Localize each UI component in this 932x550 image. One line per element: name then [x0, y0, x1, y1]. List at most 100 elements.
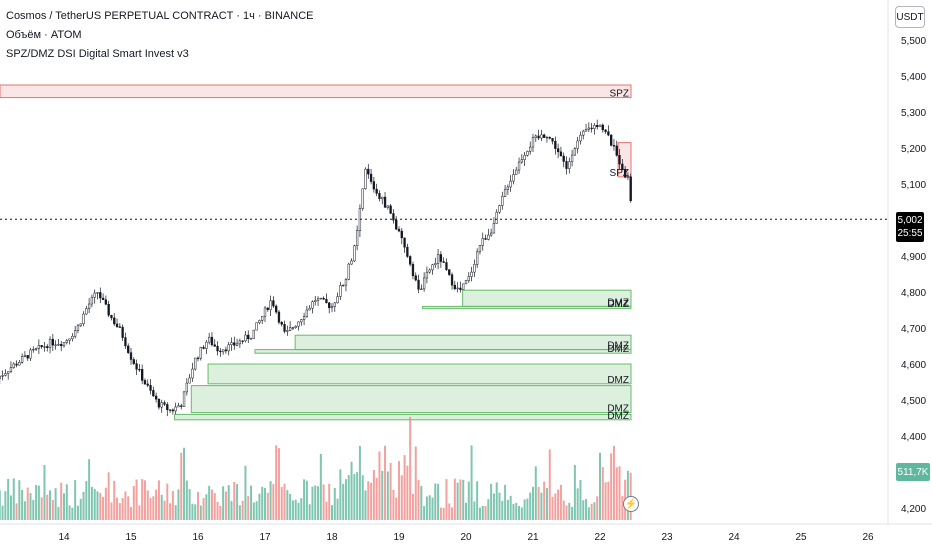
candle-body — [543, 134, 546, 138]
candle-body — [113, 317, 116, 325]
dmz-zone[interactable] — [294, 334, 632, 351]
candle-body — [216, 346, 219, 352]
dmz-zone[interactable] — [462, 289, 632, 307]
volume-bar — [501, 500, 504, 520]
candle-body — [266, 307, 269, 310]
dmz-zone-label: DMZ — [607, 344, 629, 355]
volume-bar — [610, 453, 613, 520]
volume-bar — [277, 448, 280, 520]
volume-bar — [163, 500, 166, 520]
volume-bar — [442, 507, 445, 520]
candle-body — [417, 279, 420, 290]
volume-bar — [289, 493, 292, 520]
candle-body — [20, 356, 24, 363]
volume-bar — [439, 507, 442, 520]
volume-bar — [414, 446, 417, 520]
candle-body — [411, 264, 415, 276]
candle-body — [601, 124, 604, 131]
candle-body — [252, 329, 255, 339]
candle-body — [333, 302, 336, 307]
volume-bar — [612, 445, 615, 520]
dmz-zone[interactable] — [421, 305, 632, 309]
volume-bar — [364, 490, 367, 520]
last-price-value: 5,002 — [897, 215, 923, 226]
candle-body — [1, 375, 4, 377]
volume-bar — [381, 470, 384, 520]
volume-bar — [9, 495, 12, 520]
volume-bar — [185, 480, 188, 520]
lightning-icon[interactable]: ⚡ — [623, 496, 639, 512]
volume-bar — [599, 452, 601, 520]
volume-bar — [222, 486, 225, 520]
candle-body — [540, 134, 543, 139]
candle-body — [409, 256, 412, 265]
candle-body — [487, 234, 490, 240]
volume-bars — [0, 416, 632, 520]
volume-bar — [280, 486, 283, 520]
candle-body — [495, 211, 498, 224]
symbol-title[interactable]: Cosmos / TetherUS PERPETUAL CONTRACT · 1… — [6, 10, 314, 22]
volume-bar — [124, 491, 127, 520]
volume-bar — [171, 490, 174, 520]
volume-bar — [57, 506, 60, 520]
candle-body — [319, 297, 322, 300]
dmz-zone[interactable] — [174, 413, 632, 421]
volume-bar — [264, 488, 266, 520]
volume-bar — [135, 479, 138, 520]
time-tick-label: 22 — [594, 532, 606, 543]
volume-bar — [79, 498, 82, 520]
candle-body — [467, 276, 470, 281]
candle-body — [515, 169, 518, 175]
volume-bar — [146, 490, 149, 520]
spz-dmz-indicator-title[interactable]: SPZ/DMZ DSI Digital Smart Invest v3 — [6, 48, 189, 60]
candle-body — [241, 340, 244, 342]
dmz-zone[interactable] — [190, 385, 632, 414]
candle-body — [54, 344, 57, 346]
candle-body — [473, 264, 476, 273]
candle-body — [191, 368, 194, 379]
candle-body — [294, 325, 297, 328]
volume-bar — [160, 494, 163, 520]
volume-bar — [520, 507, 523, 520]
dmz-zone[interactable] — [207, 363, 632, 385]
volume-indicator-title[interactable]: Объём · ATOM — [6, 29, 82, 41]
candle-body — [68, 338, 71, 341]
candle-body — [48, 338, 52, 348]
volume-bar — [342, 483, 345, 520]
time-axis[interactable]: 14 15 16 17 18 19 20 21 22 23 24 25 26 — [58, 532, 874, 543]
candle-body — [369, 173, 373, 182]
price-tick-label: 5,400 — [901, 72, 926, 83]
candle-body — [255, 322, 258, 331]
currency-button[interactable]: USDT — [895, 6, 925, 28]
candle-body — [277, 311, 281, 323]
volume-bar — [534, 466, 537, 520]
candle-body — [138, 368, 141, 371]
candle-body — [476, 251, 479, 265]
volume-bar — [247, 496, 250, 520]
candle-body — [464, 280, 468, 285]
spz-zone[interactable] — [0, 84, 632, 99]
volume-bar — [428, 495, 431, 520]
price-axis[interactable]: 5,500 5,400 5,300 5,200 5,100 4,900 4,800 4,700… — [901, 36, 926, 515]
volume-bar — [470, 445, 473, 520]
candle-body — [623, 169, 627, 178]
volume-bar — [331, 505, 333, 520]
candle-body — [26, 355, 29, 359]
candle-body — [107, 303, 110, 316]
volume-bar — [210, 489, 213, 520]
candle-body — [316, 298, 320, 301]
volume-bar — [286, 490, 289, 520]
volume-bar — [554, 493, 557, 520]
candle-body — [526, 151, 529, 156]
volume-bar — [417, 479, 420, 520]
volume-bar — [585, 498, 588, 520]
candle-body — [90, 296, 94, 305]
volume-bar — [110, 502, 113, 520]
volume-bar — [15, 503, 18, 520]
dmz-zone[interactable] — [254, 349, 632, 354]
candle-body — [205, 341, 208, 349]
volume-bar — [194, 504, 197, 520]
volume-bar — [224, 491, 227, 520]
volume-bar — [484, 506, 487, 520]
